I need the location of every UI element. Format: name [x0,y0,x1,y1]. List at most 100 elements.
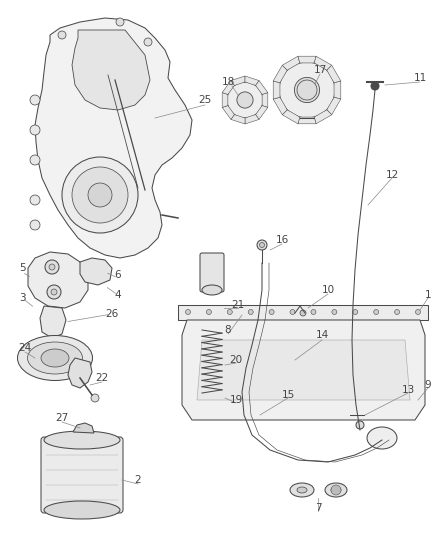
Text: 5: 5 [19,263,25,273]
Circle shape [62,157,138,233]
Text: 18: 18 [221,77,235,87]
Polygon shape [40,306,66,338]
Circle shape [356,421,364,429]
Polygon shape [245,76,259,85]
Polygon shape [273,65,287,83]
Polygon shape [314,110,332,124]
Circle shape [51,289,57,295]
Polygon shape [256,106,268,119]
Circle shape [290,310,295,314]
Polygon shape [231,115,245,124]
Polygon shape [314,56,332,70]
Text: 6: 6 [115,270,121,280]
Circle shape [332,310,337,314]
Text: 19: 19 [230,395,243,405]
Circle shape [91,394,99,402]
Circle shape [300,310,306,316]
Ellipse shape [18,335,92,381]
Circle shape [297,80,317,100]
Ellipse shape [28,342,82,374]
Text: 12: 12 [385,170,399,180]
Text: 9: 9 [425,380,431,390]
Ellipse shape [44,431,120,449]
Polygon shape [273,81,280,99]
Polygon shape [298,117,316,124]
Polygon shape [327,65,341,83]
Text: 14: 14 [315,330,328,340]
Polygon shape [327,97,341,115]
Text: 4: 4 [115,290,121,300]
Polygon shape [80,258,112,285]
Polygon shape [231,76,245,85]
Ellipse shape [201,393,223,403]
Text: 3: 3 [19,293,25,303]
Circle shape [371,82,379,90]
Circle shape [30,195,40,205]
Polygon shape [262,93,268,108]
Polygon shape [222,80,234,94]
Polygon shape [197,340,410,400]
Polygon shape [35,18,192,258]
Polygon shape [282,56,300,70]
Circle shape [45,260,59,274]
Ellipse shape [297,487,307,493]
Text: 15: 15 [281,390,295,400]
FancyBboxPatch shape [41,437,123,513]
Circle shape [116,18,124,26]
Text: 13: 13 [401,385,415,395]
Text: 16: 16 [276,235,289,245]
Polygon shape [28,252,88,308]
Circle shape [206,310,212,314]
Polygon shape [273,97,287,115]
Text: 7: 7 [314,503,321,513]
Circle shape [30,95,40,105]
Circle shape [395,310,399,314]
Circle shape [186,310,191,314]
Circle shape [237,92,253,108]
Circle shape [257,240,267,250]
Polygon shape [222,93,228,108]
Ellipse shape [367,427,397,449]
Text: 2: 2 [135,475,141,485]
Polygon shape [222,106,234,119]
Text: 17: 17 [313,65,327,75]
Circle shape [331,485,341,495]
Polygon shape [334,81,341,99]
Ellipse shape [331,487,341,493]
Text: 1: 1 [425,290,431,300]
Ellipse shape [41,349,69,367]
Ellipse shape [44,501,120,519]
Circle shape [227,310,232,314]
Polygon shape [68,358,92,388]
Text: 27: 27 [55,413,69,423]
Polygon shape [73,423,94,433]
Ellipse shape [202,285,222,295]
Circle shape [72,167,128,223]
Circle shape [311,310,316,314]
FancyBboxPatch shape [200,253,224,292]
Circle shape [269,310,274,314]
Polygon shape [178,305,428,320]
Circle shape [227,82,263,118]
Ellipse shape [325,483,347,497]
Polygon shape [182,320,425,420]
Circle shape [374,310,379,314]
Circle shape [416,310,420,314]
Ellipse shape [290,483,314,497]
Circle shape [144,38,152,46]
Circle shape [88,183,112,207]
Polygon shape [256,80,268,94]
Text: 21: 21 [231,300,245,310]
Polygon shape [282,110,300,124]
Circle shape [30,155,40,165]
Text: 25: 25 [198,95,212,105]
Circle shape [47,285,61,299]
Circle shape [30,220,40,230]
Circle shape [294,77,320,102]
Circle shape [259,243,265,247]
Text: 10: 10 [321,285,335,295]
Circle shape [279,62,335,118]
Text: 22: 22 [95,373,109,383]
Circle shape [58,31,66,39]
Text: 8: 8 [225,325,231,335]
